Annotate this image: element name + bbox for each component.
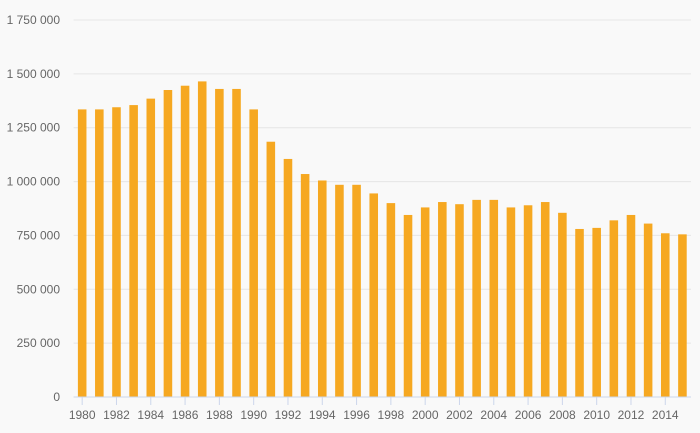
svg-text:500 000: 500 000	[17, 282, 61, 296]
svg-text:1996: 1996	[343, 408, 370, 422]
svg-text:1988: 1988	[206, 408, 233, 422]
svg-text:2012: 2012	[618, 408, 645, 422]
svg-text:1 000 000: 1 000 000	[7, 175, 61, 189]
svg-text:2014: 2014	[652, 408, 679, 422]
svg-text:1 250 000: 1 250 000	[7, 121, 61, 135]
svg-text:1994: 1994	[309, 408, 336, 422]
svg-text:1982: 1982	[103, 408, 130, 422]
svg-text:2010: 2010	[583, 408, 610, 422]
svg-text:250 000: 250 000	[17, 336, 61, 350]
svg-text:2006: 2006	[515, 408, 542, 422]
svg-text:1992: 1992	[275, 408, 302, 422]
svg-text:1986: 1986	[172, 408, 199, 422]
svg-text:1 500 000: 1 500 000	[7, 67, 61, 81]
svg-text:1990: 1990	[240, 408, 267, 422]
svg-text:1980: 1980	[69, 408, 96, 422]
svg-text:2000: 2000	[412, 408, 439, 422]
svg-text:0: 0	[53, 390, 60, 404]
svg-text:2004: 2004	[480, 408, 507, 422]
svg-text:750 000: 750 000	[17, 228, 61, 242]
svg-text:2008: 2008	[549, 408, 576, 422]
svg-text:1998: 1998	[378, 408, 405, 422]
svg-text:2002: 2002	[446, 408, 473, 422]
svg-text:1 750 000: 1 750 000	[7, 13, 61, 27]
svg-text:1984: 1984	[137, 408, 164, 422]
